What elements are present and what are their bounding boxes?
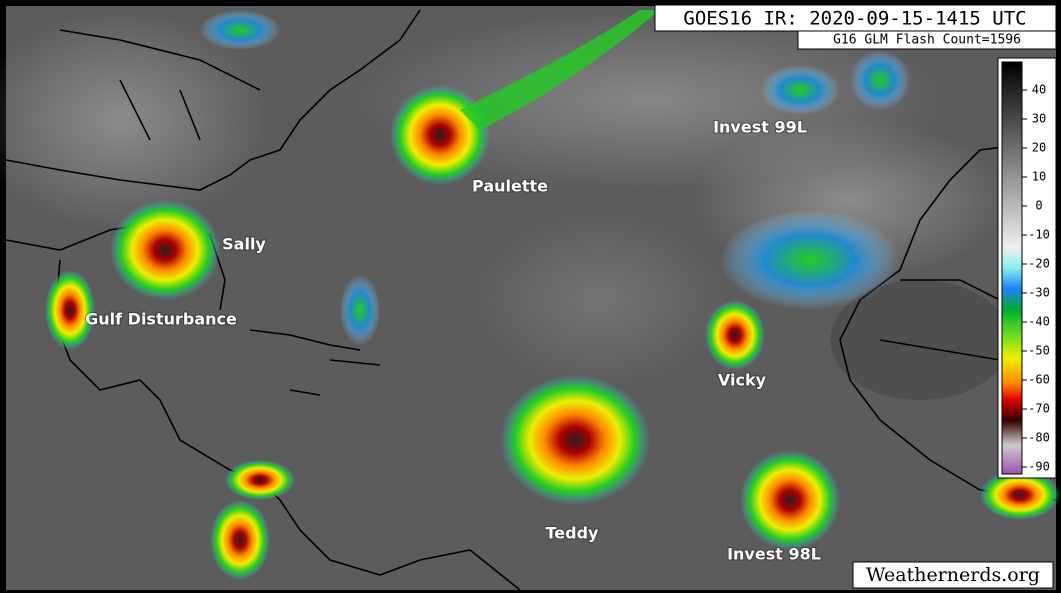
storm-labels: Invest 99L Paulette Sally Gulf Disturban…	[84, 117, 822, 565]
storm-label: Vicky	[718, 371, 767, 390]
storm-label: Paulette	[472, 177, 548, 196]
colorbar-tick-label: 30	[1032, 112, 1046, 126]
colorbar-tick-label: -40	[1028, 315, 1050, 329]
credit: Weathernerds.org	[866, 564, 1040, 586]
colorbar-tick-label: 20	[1032, 141, 1046, 155]
colorbar-tick-label: -70	[1028, 402, 1050, 416]
storm-label: Teddy	[546, 524, 600, 543]
storm-systems	[45, 10, 1060, 580]
colorbar-tick-label: -60	[1028, 373, 1050, 387]
storm-label: Invest 99L	[713, 118, 807, 137]
flash-count: G16 GLM Flash Count=1596	[833, 33, 1021, 48]
storm-label: Invest 98L	[727, 545, 821, 564]
colorbar-ticks: 40 30 20 10 0 -10 -20 -30 -40 -50 -60 -70 -80 -90	[1022, 83, 1050, 474]
storm-label: Sally	[222, 235, 266, 254]
colorbar-tick-label: -80	[1028, 431, 1050, 445]
title-box	[654, 4, 1057, 32]
colorbar-tick-label: 40	[1032, 83, 1046, 97]
colorbar-tick-label: -90	[1028, 460, 1050, 474]
flash-box	[797, 30, 1057, 50]
credit-box	[852, 561, 1054, 589]
storm-label: Gulf Disturbance	[85, 310, 237, 329]
colorbar	[1001, 61, 1023, 475]
clouds	[0, 10, 1010, 400]
title: GOES16 IR: 2020-09-15-1415 UTC	[683, 8, 1026, 30]
colorbar-tick-label: 0	[1035, 199, 1042, 213]
colorbar-tick-label: -20	[1028, 257, 1050, 271]
colorbar-tick-label: 10	[1032, 170, 1046, 184]
colorbar-tick-label: -10	[1028, 228, 1050, 242]
colorbar-tick-label: -30	[1028, 286, 1050, 300]
colorbar-tick-label: -50	[1028, 344, 1050, 358]
